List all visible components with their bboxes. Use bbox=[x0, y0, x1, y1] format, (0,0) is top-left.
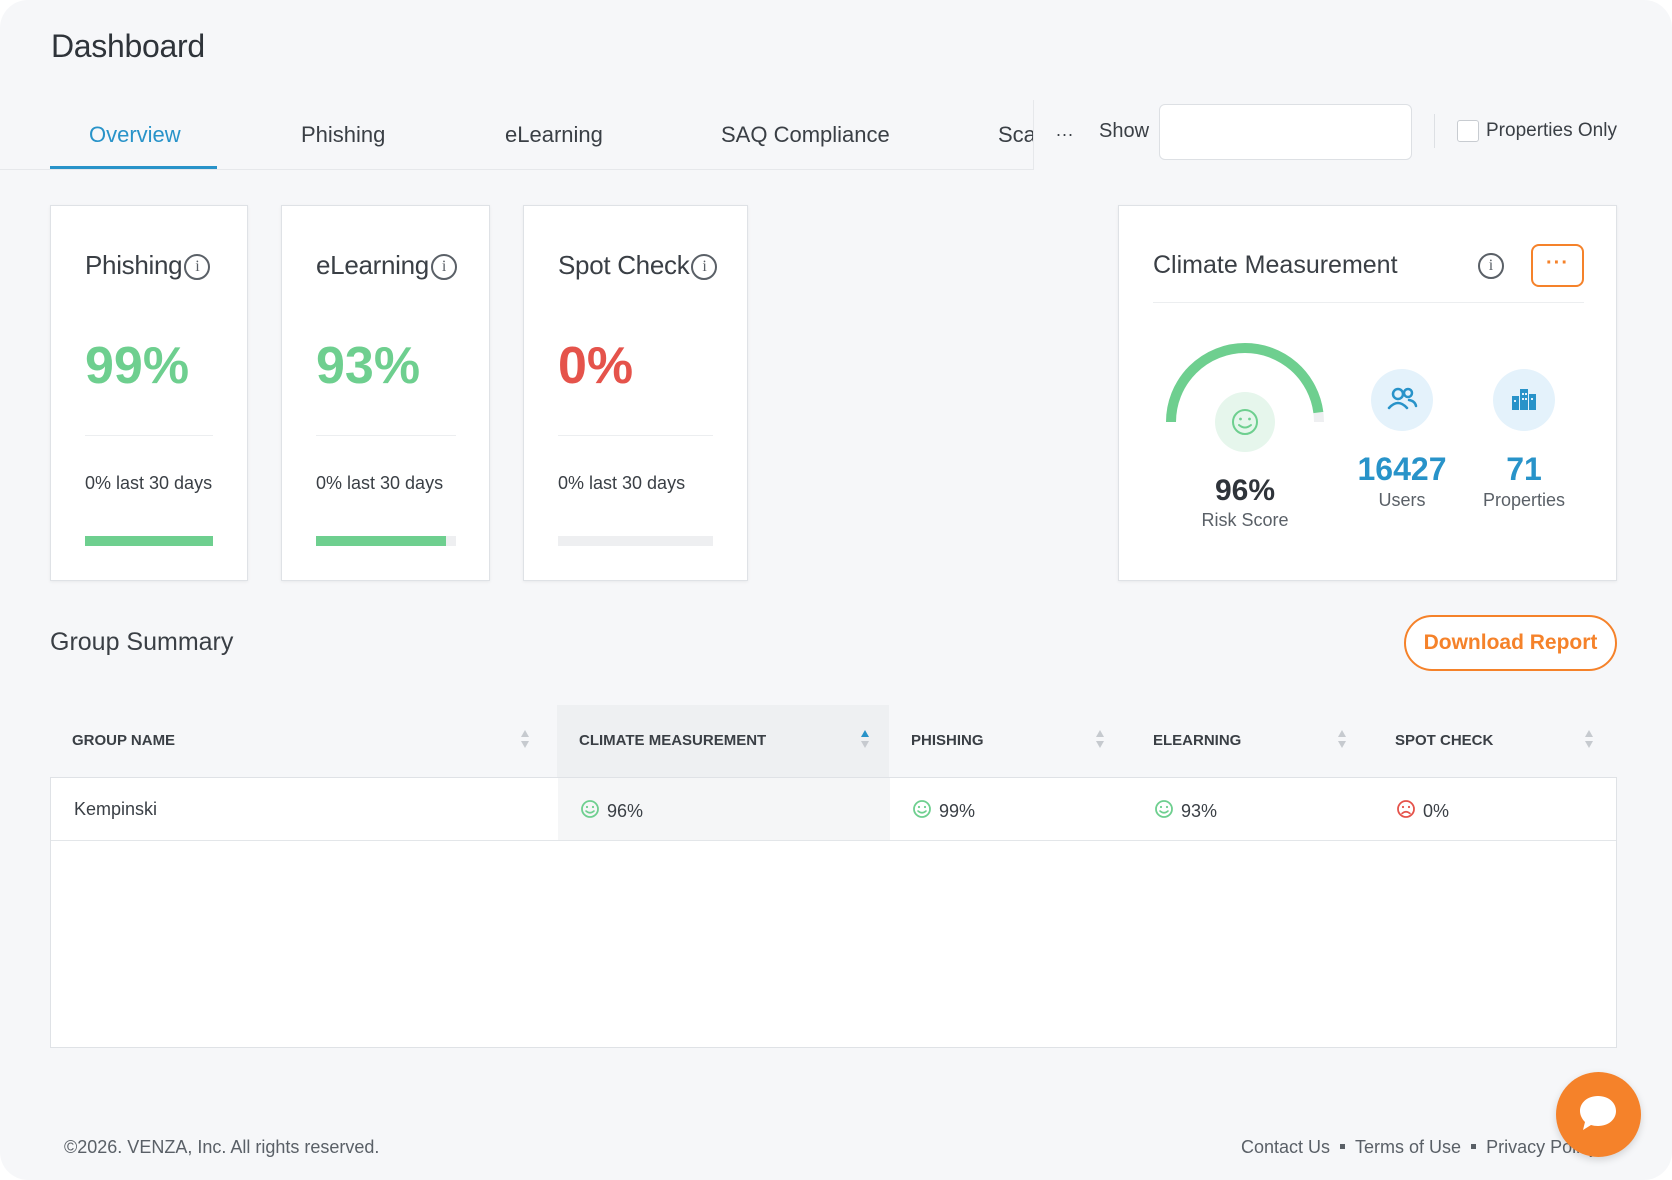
cell-group-name: Kempinski bbox=[74, 799, 158, 819]
active-tab-indicator bbox=[50, 166, 217, 169]
info-icon[interactable]: i bbox=[430, 254, 457, 280]
divider bbox=[558, 435, 713, 436]
metric-value: 93% bbox=[316, 337, 421, 395]
table-row[interactable]: Kempinski 96% 99% 93% 0% bbox=[51, 778, 1616, 841]
cell-elearning: 93% bbox=[1132, 778, 1374, 840]
progress-fill bbox=[85, 536, 213, 546]
divider bbox=[1153, 302, 1584, 303]
column-label: GROUP NAME bbox=[72, 732, 176, 749]
metric-card-spot-check: Spot Check i 0% 0% last 30 days bbox=[523, 205, 748, 581]
show-input[interactable] bbox=[1159, 104, 1412, 160]
copyright-text: ©2026. VENZA, Inc. All rights reserved. bbox=[64, 1137, 380, 1157]
risk-score-value: 96% bbox=[1214, 474, 1276, 507]
section-title: Group Summary bbox=[50, 628, 234, 656]
terms-of-use-link[interactable]: Terms of Use bbox=[1355, 1137, 1462, 1157]
column-label: SPOT CHECK bbox=[1395, 732, 1494, 749]
tab-saq-compliance[interactable]: SAQ Compliance bbox=[721, 122, 890, 147]
info-icon[interactable]: i bbox=[1478, 253, 1504, 279]
column-label: PHISHING bbox=[911, 732, 984, 749]
tab-scan[interactable]: Scan bbox=[998, 122, 1034, 147]
metric-card-phishing: Phishing i 99% 0% last 30 days bbox=[50, 205, 248, 581]
metric-sub: 0% last 30 days bbox=[85, 473, 213, 493]
download-report-button[interactable]: Download Report bbox=[1404, 615, 1617, 671]
users-count: 16427 bbox=[1357, 451, 1447, 487]
column-header-elearning[interactable]: ELEARNING bbox=[1131, 705, 1373, 777]
progress-bar bbox=[316, 536, 456, 546]
progress-bar bbox=[85, 536, 213, 546]
properties-label: Properties bbox=[1482, 490, 1566, 510]
cell-value: 99% bbox=[939, 801, 976, 821]
tab-phishing[interactable]: Phishing bbox=[301, 122, 386, 147]
metric-title-text: eLearning bbox=[316, 250, 429, 280]
tab-scan-clip: Scan bbox=[990, 114, 1034, 158]
divider bbox=[85, 435, 213, 436]
smile-icon bbox=[913, 800, 931, 818]
table-header: GROUP NAME CLIMATE MEASUREMENT PHISHING … bbox=[50, 705, 1617, 777]
climate-title: Climate Measurement bbox=[1153, 251, 1398, 279]
info-icon[interactable]: i bbox=[691, 254, 718, 280]
metric-value: 99% bbox=[85, 337, 190, 395]
properties-count: 71 bbox=[1506, 451, 1542, 487]
sort-asc-icon bbox=[861, 730, 869, 748]
cell-phishing: 99% bbox=[890, 778, 1132, 840]
cell-value: 93% bbox=[1181, 801, 1218, 821]
smile-icon bbox=[581, 800, 599, 818]
metric-title-text: Phishing bbox=[85, 250, 183, 280]
sort-icon bbox=[521, 730, 529, 748]
metric-title: Spot Check i bbox=[558, 250, 718, 281]
risk-score-label: Risk Score bbox=[1201, 510, 1289, 530]
metric-sub: 0% last 30 days bbox=[558, 473, 686, 493]
cell-spot-check: 0% bbox=[1374, 778, 1616, 840]
info-icon[interactable]: i bbox=[184, 254, 211, 280]
metric-card-elearning: eLearning i 93% 0% last 30 days bbox=[281, 205, 490, 581]
table-body: Kempinski 96% 99% 93% 0% bbox=[50, 777, 1617, 1048]
smile-icon bbox=[1215, 392, 1275, 452]
metric-title-text: Spot Check bbox=[558, 250, 690, 280]
metric-title: eLearning i bbox=[316, 250, 457, 281]
tab-bar: Overview Phishing eLearning SAQ Complian… bbox=[0, 100, 1672, 170]
separator-dot bbox=[1340, 1144, 1346, 1149]
chat-bubble-icon bbox=[1580, 1096, 1616, 1130]
metric-value: 0% bbox=[558, 337, 634, 395]
users-icon bbox=[1371, 369, 1433, 431]
cell-climate: 96% bbox=[558, 778, 890, 840]
separator-dot bbox=[1471, 1144, 1477, 1149]
frown-icon bbox=[1397, 800, 1415, 818]
page-title: Dashboard bbox=[51, 28, 205, 64]
cell-value: 96% bbox=[607, 801, 644, 821]
cell-value: 0% bbox=[1423, 801, 1450, 821]
metric-title: Phishing i bbox=[85, 250, 211, 281]
filter-panel: ... Show Properties Only bbox=[1033, 100, 1672, 170]
tab-overview[interactable]: Overview bbox=[89, 122, 181, 147]
climate-card: Climate Measurement i ··· 96% Risk Score bbox=[1118, 205, 1617, 581]
column-label: CLIMATE MEASUREMENT bbox=[579, 732, 767, 749]
more-options-button[interactable]: ··· bbox=[1531, 244, 1584, 287]
users-label: Users bbox=[1378, 490, 1426, 510]
metric-sub: 0% last 30 days bbox=[316, 473, 444, 493]
column-header-spot-check[interactable]: SPOT CHECK bbox=[1373, 705, 1617, 777]
properties-only-label: Properties Only bbox=[1486, 120, 1617, 141]
filter-divider bbox=[1434, 114, 1435, 148]
smile-icon bbox=[1155, 800, 1173, 818]
column-header-group-name[interactable]: GROUP NAME bbox=[50, 705, 557, 777]
contact-us-link[interactable]: Contact Us bbox=[1241, 1137, 1331, 1157]
column-header-phishing[interactable]: PHISHING bbox=[889, 705, 1131, 777]
properties-icon bbox=[1493, 369, 1555, 431]
column-label: ELEARNING bbox=[1153, 732, 1242, 749]
show-label: Show bbox=[1099, 120, 1150, 142]
progress-bar bbox=[558, 536, 713, 546]
risk-gauge bbox=[1166, 343, 1324, 423]
properties-only-checkbox[interactable] bbox=[1457, 120, 1479, 142]
divider bbox=[316, 435, 456, 436]
tab-elearning[interactable]: eLearning bbox=[505, 122, 603, 147]
column-header-climate-measurement[interactable]: CLIMATE MEASUREMENT bbox=[557, 705, 889, 777]
more-tabs-button[interactable]: ... bbox=[1056, 120, 1075, 140]
chat-button[interactable] bbox=[1556, 1072, 1641, 1157]
progress-fill bbox=[316, 536, 447, 546]
sort-icon bbox=[1585, 730, 1593, 748]
sort-icon bbox=[1096, 730, 1104, 748]
footer-links: Contact Us Terms of Use Privacy Policy bbox=[1241, 1137, 1598, 1158]
sort-icon bbox=[1338, 730, 1346, 748]
